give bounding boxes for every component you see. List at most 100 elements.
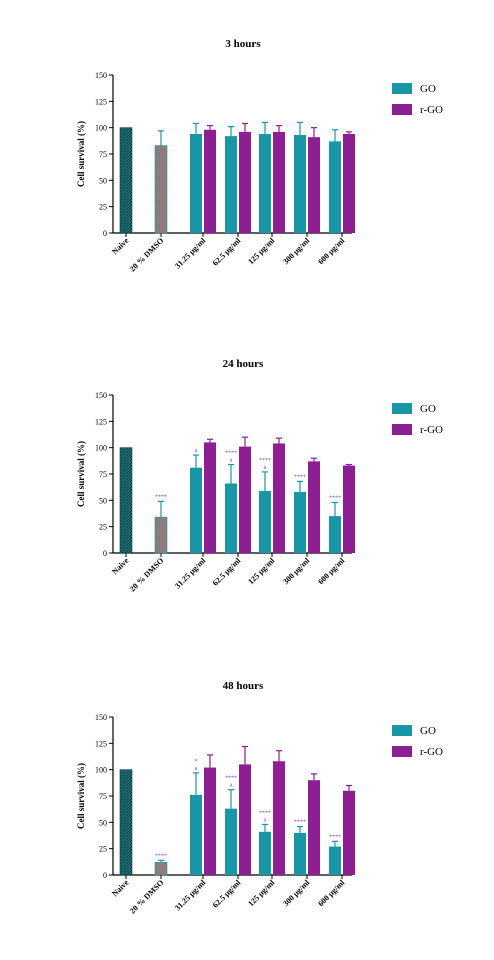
y-tick-label: 75 <box>99 150 107 159</box>
dmso-bar <box>154 862 168 876</box>
rgo-bar <box>204 129 216 233</box>
significance-annotation: **** <box>329 834 341 840</box>
significance-annotation: a <box>264 817 267 823</box>
y-tick-label: 50 <box>99 496 107 505</box>
chart-title: 48 hours <box>223 680 264 692</box>
significance-annotation: a <box>195 766 198 772</box>
x-tick-label: 600 μg/ml <box>316 878 347 909</box>
chart-title: 3 hours <box>225 38 261 50</box>
legend-swatch-rgo <box>392 424 412 435</box>
significance-annotation: **** <box>225 451 237 457</box>
legend-swatch-go <box>392 725 412 736</box>
y-tick-label: 0 <box>103 549 107 558</box>
x-tick-label: 31.25 μg/ml <box>173 556 208 591</box>
significance-annotation: a <box>230 783 233 789</box>
x-tick-label: 20 % DMSO <box>128 878 165 915</box>
rgo-bar <box>204 442 216 553</box>
go-bar <box>294 832 306 875</box>
go-bar <box>190 133 202 233</box>
chart-panel-3: 48 hours 0 25 50 75 100 125 150 Cell survival (%… <box>76 680 443 916</box>
significance-annotation: **** <box>259 458 271 464</box>
legend-label-go: GO <box>420 403 436 415</box>
x-tick-label: 300 μg/ml <box>281 556 312 587</box>
chart-title: 24 hours <box>223 358 264 370</box>
significance-annotation: **** <box>259 810 271 816</box>
go-bar <box>259 490 271 553</box>
y-tick-label: 125 <box>95 417 107 426</box>
dmso-bar <box>154 516 168 554</box>
y-tick-label: 50 <box>99 818 107 827</box>
rgo-bar <box>343 790 355 875</box>
x-tick-label: Naive <box>110 556 131 577</box>
y-axis-label: Cell survival (%) <box>76 121 86 187</box>
rgo-bar <box>273 443 285 553</box>
go-bar <box>294 491 306 553</box>
go-bar <box>190 794 202 875</box>
naive-bar <box>119 127 133 234</box>
legend-swatch-go <box>392 83 412 94</box>
go-bar <box>294 135 306 233</box>
y-tick-label: 150 <box>95 713 107 722</box>
go-bar <box>259 133 271 233</box>
y-tick-label: 125 <box>95 97 107 106</box>
significance-annotation: **** <box>225 776 237 782</box>
x-tick-label: 125 μg/ml <box>246 878 277 909</box>
go-bar <box>225 808 237 875</box>
chart-panel-2: 24 hours 0 25 50 75 100 125 150 Cell survival (%… <box>76 358 443 594</box>
legend-label-go: GO <box>420 725 436 737</box>
significance-annotation: a <box>264 465 267 471</box>
x-tick-label: 31.25 μg/ml <box>173 878 208 913</box>
significance-annotation: **** <box>155 494 167 500</box>
rgo-bar <box>273 761 285 875</box>
rgo-bar <box>308 780 320 875</box>
x-tick-label: 62.5 μg/ml <box>211 878 243 910</box>
legend-swatch-go <box>392 403 412 414</box>
naive-bar <box>119 447 133 554</box>
y-tick-label: 0 <box>103 229 107 238</box>
y-tick-label: 150 <box>95 391 107 400</box>
go-bar <box>225 136 237 233</box>
x-tick-label: 31.25 μg/ml <box>173 236 208 271</box>
y-tick-label: 50 <box>99 176 107 185</box>
go-bar <box>259 831 271 875</box>
x-tick-label: 62.5 μg/ml <box>211 236 243 268</box>
rgo-bar <box>239 131 251 233</box>
y-axis-label: Cell survival (%) <box>76 441 86 507</box>
x-tick-label: 62.5 μg/ml <box>211 556 243 588</box>
rgo-bar <box>204 767 216 875</box>
y-tick-label: 25 <box>99 523 107 532</box>
x-tick-label: 600 μg/ml <box>316 236 347 267</box>
go-bar <box>225 483 237 553</box>
y-tick-label: 100 <box>95 766 107 775</box>
y-tick-label: 75 <box>99 470 107 479</box>
x-tick-label: 125 μg/ml <box>246 556 277 587</box>
significance-annotation: **** <box>155 853 167 859</box>
significance-annotation: a <box>195 448 198 454</box>
significance-annotation: a <box>230 458 233 464</box>
significance-annotation: **** <box>329 495 341 501</box>
x-tick-label: 20 % DMSO <box>128 556 165 593</box>
x-tick-label: 125 μg/ml <box>246 236 277 267</box>
y-tick-label: 125 <box>95 739 107 748</box>
dmso-bar <box>154 145 168 234</box>
rgo-bar <box>343 133 355 233</box>
legend-label-rgo: r-GO <box>420 746 443 758</box>
y-tick-label: 150 <box>95 71 107 80</box>
y-tick-label: 100 <box>95 444 107 453</box>
x-tick-label: 600 μg/ml <box>316 556 347 587</box>
x-tick-label: 300 μg/ml <box>281 878 312 909</box>
rgo-bar <box>239 764 251 875</box>
rgo-bar <box>308 137 320 233</box>
y-tick-label: 25 <box>99 203 107 212</box>
rgo-bar <box>273 131 285 233</box>
y-tick-label: 25 <box>99 845 107 854</box>
legend-label-rgo: r-GO <box>420 424 443 436</box>
significance-annotation: **** <box>294 474 306 480</box>
go-bar <box>329 846 341 875</box>
significance-annotation: * <box>195 759 198 765</box>
y-tick-label: 75 <box>99 792 107 801</box>
chart-panel-1: 3 hours 0 25 50 75 100 125 150 Cell survival (%)… <box>76 38 443 274</box>
x-tick-label: Naive <box>110 878 131 899</box>
naive-bar <box>119 769 133 876</box>
